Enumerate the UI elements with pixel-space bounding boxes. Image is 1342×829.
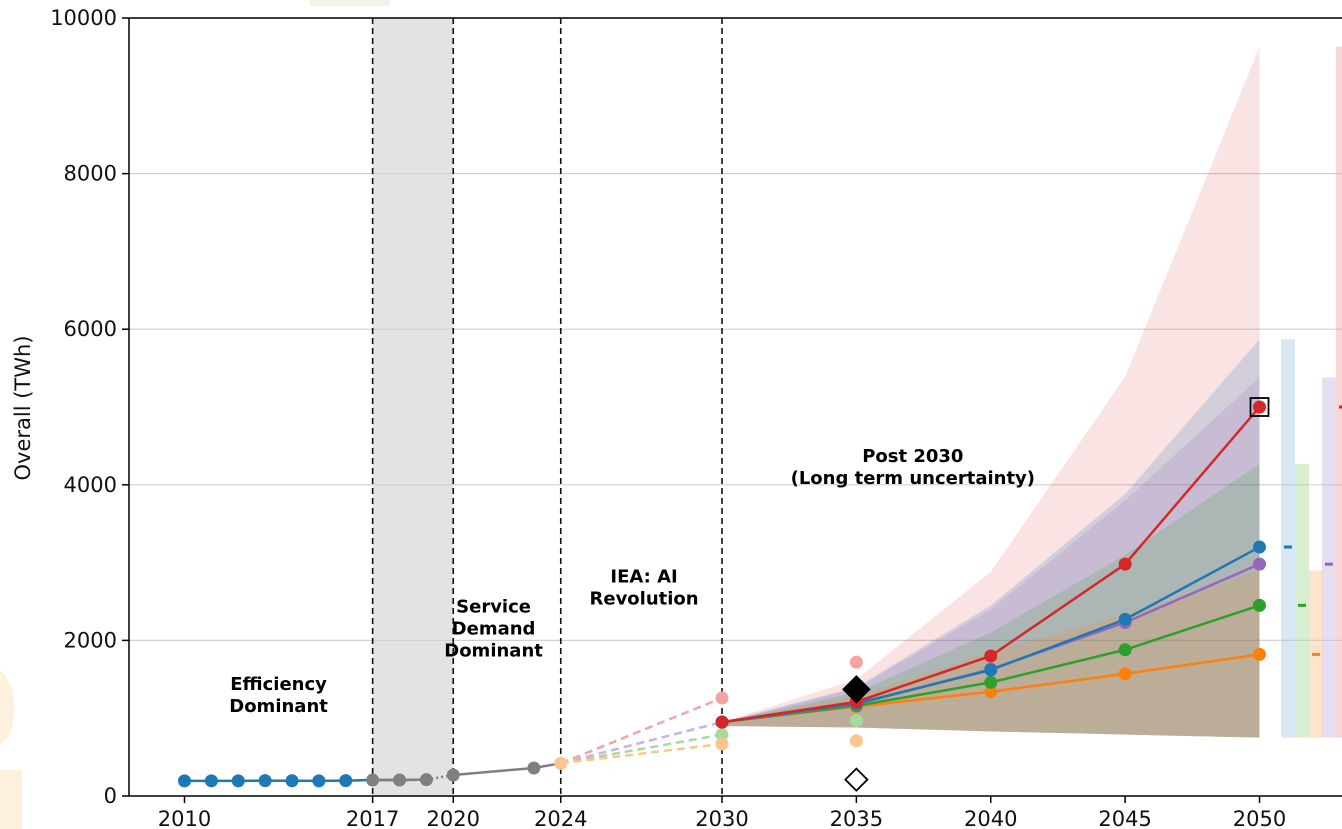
annotation-text: (Long term uncertainty) — [791, 468, 1035, 489]
data-point — [1118, 612, 1132, 626]
data-point — [554, 756, 568, 770]
watermark-shape — [0, 770, 22, 829]
data-point — [527, 761, 541, 775]
open-square-marker — [1249, 397, 1270, 417]
data-point — [312, 774, 326, 788]
x-tick-label: 2017 — [346, 807, 399, 829]
x-tick-label: 2045 — [1098, 807, 1151, 829]
range-bar — [1295, 463, 1309, 738]
data-point — [1118, 643, 1132, 657]
y-tick-label: 4000 — [64, 473, 117, 497]
data-point — [285, 774, 299, 788]
data-point — [1118, 557, 1132, 571]
x-tick-label: 2030 — [695, 807, 748, 829]
x-tick-label: 2050 — [1233, 807, 1286, 829]
y-axis-label: Overall (TWh) — [11, 335, 35, 480]
x-tick-label: 2020 — [427, 807, 480, 829]
y-tick-label: 6000 — [64, 317, 117, 341]
data-point — [1253, 400, 1266, 414]
range-bar — [1322, 377, 1336, 738]
data-point — [984, 663, 998, 677]
data-point — [339, 774, 353, 788]
y-tick-label: 10000 — [50, 6, 117, 30]
data-point — [178, 774, 191, 788]
annotation-text: Efficiency — [230, 674, 327, 695]
filled-diamond-marker — [842, 675, 871, 704]
annotation-text: Revolution — [590, 588, 699, 609]
x-tick-label: 2035 — [830, 807, 883, 829]
data-point — [204, 774, 218, 788]
uncertainty-band-layer — [722, 46, 1260, 738]
data-point — [715, 691, 729, 705]
data-point — [366, 773, 380, 787]
x-tick-label: 2010 — [158, 807, 211, 829]
data-point — [419, 773, 433, 787]
data-point — [1253, 647, 1266, 661]
projection-dashed-line — [560, 733, 723, 765]
annotation-text: Dominant — [229, 696, 328, 717]
shaded-period-layer — [372, 18, 454, 796]
watermark-shape — [0, 670, 15, 745]
data-point — [231, 774, 245, 788]
special-marker-layer — [842, 397, 1270, 792]
range-bar — [1336, 46, 1342, 738]
data-point — [446, 768, 460, 782]
data-point-layer — [178, 400, 1266, 788]
y-tick-label: 0 — [104, 784, 117, 808]
annotation-text: Demand — [452, 619, 536, 640]
annotation-text: IEA: AI — [610, 566, 677, 587]
data-point — [984, 649, 998, 663]
projection-dashed-line — [560, 696, 723, 765]
data-point — [258, 774, 272, 788]
range-bar-layer — [1281, 46, 1342, 738]
projection-dashed-line — [560, 720, 723, 765]
x-tick-label: 2040 — [964, 807, 1017, 829]
annotation-text: Post 2030 — [862, 446, 963, 467]
data-point — [715, 715, 729, 729]
data-point — [984, 675, 998, 689]
data-point — [1253, 557, 1266, 571]
shaded-period — [372, 18, 454, 796]
data-point — [984, 685, 998, 699]
annotation-text: Service — [456, 597, 531, 618]
y-tick-label: 8000 — [64, 162, 117, 186]
x-tick-label: 2024 — [534, 807, 587, 829]
watermark-shape — [310, 0, 390, 6]
axis-layer: 0 2000 4000 6000 8000 10000 2010 2017 2020 2024 20… — [50, 6, 1342, 829]
data-point — [1253, 598, 1266, 612]
data-point — [715, 737, 729, 751]
range-bar — [1281, 339, 1295, 738]
annotation-layer: EfficiencyDominantServiceDemandDominantI… — [229, 446, 1035, 717]
data-point — [393, 773, 406, 787]
annotation-text: Dominant — [444, 641, 543, 662]
data-point — [715, 728, 729, 742]
open-diamond-marker — [844, 767, 869, 792]
projection-dashed-line — [560, 742, 723, 765]
data-point — [849, 734, 863, 748]
transition-line — [453, 762, 561, 777]
y-tick-label: 2000 — [64, 628, 117, 652]
data-point — [849, 655, 863, 669]
data-point — [849, 714, 863, 728]
data-point — [1118, 667, 1132, 681]
data-point — [1253, 540, 1266, 554]
background-decoration — [0, 0, 390, 829]
uncertainty-band — [722, 339, 1260, 738]
